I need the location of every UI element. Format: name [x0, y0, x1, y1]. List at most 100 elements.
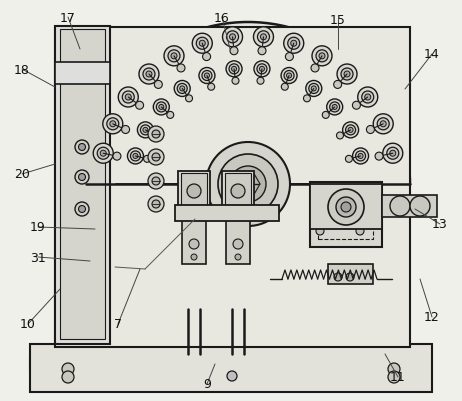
Circle shape [327, 100, 343, 115]
Circle shape [152, 178, 160, 186]
Circle shape [288, 38, 300, 50]
Circle shape [137, 123, 153, 138]
Circle shape [152, 200, 160, 209]
Circle shape [353, 102, 360, 110]
Circle shape [189, 239, 199, 249]
Circle shape [192, 34, 212, 54]
Circle shape [309, 84, 319, 94]
Bar [182, 209, 206, 264]
Circle shape [122, 126, 129, 134]
Circle shape [202, 71, 212, 81]
Bar [55, 63, 110, 85]
Circle shape [79, 144, 85, 151]
Circle shape [118, 88, 138, 108]
Circle shape [110, 122, 116, 128]
Circle shape [191, 254, 197, 260]
Circle shape [281, 68, 297, 84]
Circle shape [174, 81, 190, 97]
Circle shape [130, 152, 140, 162]
Circle shape [311, 65, 319, 73]
Circle shape [93, 144, 113, 164]
Circle shape [154, 81, 162, 89]
Circle shape [388, 363, 400, 375]
Circle shape [79, 206, 85, 213]
Circle shape [152, 154, 160, 162]
Circle shape [337, 65, 357, 85]
Circle shape [332, 105, 337, 110]
Bar [382, 196, 437, 217]
Circle shape [148, 174, 164, 190]
Circle shape [205, 74, 209, 79]
Circle shape [383, 144, 403, 164]
Circle shape [258, 48, 266, 56]
Ellipse shape [227, 356, 237, 363]
Ellipse shape [239, 366, 249, 373]
Circle shape [146, 72, 152, 78]
Circle shape [79, 174, 85, 181]
Circle shape [387, 148, 399, 160]
Circle shape [362, 92, 374, 104]
Circle shape [390, 151, 396, 157]
Circle shape [100, 151, 106, 157]
Circle shape [159, 105, 164, 110]
Circle shape [196, 38, 208, 50]
Bar [181, 174, 207, 205]
Bar [225, 174, 251, 205]
Circle shape [334, 81, 342, 89]
Circle shape [377, 119, 389, 130]
Circle shape [233, 239, 243, 249]
Bar [55, 27, 110, 344]
Circle shape [199, 41, 205, 47]
Bar [60, 30, 105, 339]
Text: 17: 17 [60, 12, 76, 24]
Circle shape [254, 62, 270, 78]
Circle shape [231, 67, 237, 72]
Circle shape [143, 69, 155, 81]
Circle shape [344, 72, 350, 78]
Text: 18: 18 [14, 63, 30, 76]
Circle shape [180, 87, 185, 92]
Circle shape [223, 28, 243, 48]
Circle shape [62, 371, 74, 383]
Circle shape [218, 155, 278, 215]
Circle shape [187, 184, 201, 198]
Circle shape [128, 148, 143, 164]
Bar [310, 184, 382, 229]
Circle shape [229, 65, 239, 75]
Circle shape [107, 119, 119, 130]
Text: 14: 14 [424, 49, 440, 61]
Circle shape [261, 35, 267, 41]
Text: 10: 10 [20, 318, 36, 331]
Circle shape [75, 170, 89, 184]
Bar [310, 182, 382, 247]
Circle shape [390, 196, 410, 217]
Circle shape [199, 68, 215, 84]
Text: 9: 9 [203, 378, 211, 391]
Circle shape [341, 203, 351, 213]
Circle shape [103, 115, 123, 134]
Circle shape [343, 123, 359, 138]
Text: 16: 16 [214, 12, 230, 24]
Circle shape [97, 148, 109, 160]
Bar [178, 172, 210, 209]
Circle shape [328, 190, 364, 225]
Circle shape [231, 184, 245, 198]
Circle shape [143, 128, 148, 133]
Circle shape [291, 41, 297, 47]
Text: 19: 19 [30, 221, 46, 234]
Circle shape [284, 34, 304, 54]
Bar [318, 190, 373, 239]
Circle shape [156, 103, 166, 113]
Circle shape [373, 115, 393, 134]
Circle shape [226, 62, 242, 78]
Circle shape [164, 47, 184, 67]
Circle shape [167, 112, 174, 119]
Circle shape [358, 154, 363, 159]
Circle shape [336, 133, 343, 140]
Circle shape [139, 65, 159, 85]
Circle shape [152, 133, 159, 140]
Circle shape [281, 84, 288, 91]
Circle shape [254, 28, 274, 48]
Circle shape [319, 54, 325, 60]
Circle shape [346, 273, 354, 281]
